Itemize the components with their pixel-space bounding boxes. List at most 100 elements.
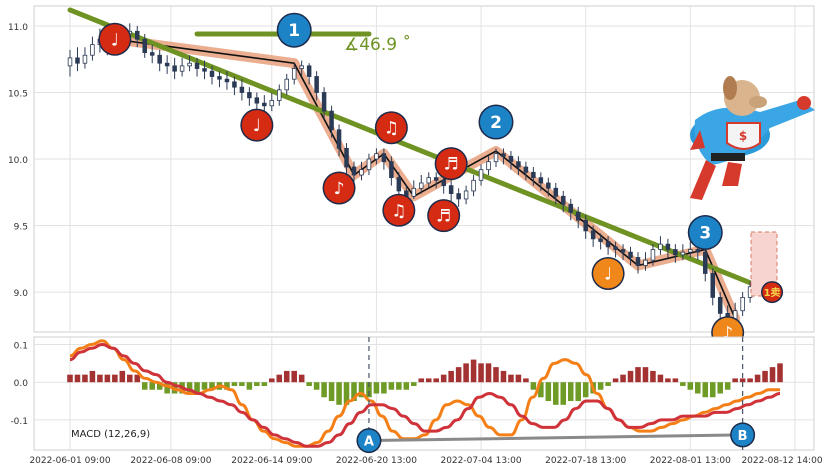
candle-body [628, 251, 633, 258]
macd-histogram-bar [493, 367, 499, 383]
candle-body [149, 52, 155, 56]
candle [291, 63, 297, 85]
candle-body [321, 92, 327, 112]
candle-body [703, 251, 708, 274]
candle-body [194, 62, 200, 69]
candle-body [381, 153, 387, 163]
candle-body [67, 57, 73, 67]
macd-histogram-bar [224, 382, 230, 390]
candle-body [546, 182, 551, 189]
candle [135, 25, 140, 48]
candle-body [613, 246, 618, 250]
macd-tick-label: 0.0 [14, 379, 29, 389]
candle [149, 44, 155, 64]
macd-histogram-bar [597, 382, 604, 390]
dif-line [69, 339, 780, 448]
candle [471, 174, 476, 197]
candle-body [209, 70, 215, 77]
candle-body [561, 195, 566, 205]
x-tick-label: 2022-07-18 13:00 [545, 456, 626, 466]
candle [553, 182, 559, 205]
macd-histogram-bar [620, 374, 626, 383]
macd-panel-frame [33, 336, 815, 451]
candle [516, 156, 521, 175]
candle-body [650, 249, 656, 261]
macd-histogram-bar [485, 363, 492, 383]
candle-body [344, 147, 349, 168]
candle [538, 172, 544, 191]
macd-histogram-bar [582, 382, 589, 398]
candle-body [471, 179, 476, 192]
macd-tick-label: -0.1 [10, 417, 28, 427]
wave-marker: ♫ [374, 111, 408, 145]
wave-marker-label: ♬ [444, 155, 459, 175]
macd-histogram-bar [343, 382, 350, 405]
candle [314, 71, 319, 101]
macd-histogram-bar [665, 378, 671, 383]
macd-histogram-bar [739, 378, 746, 383]
candle-body [187, 62, 192, 67]
candle [501, 148, 506, 165]
macd-histogram-bar [104, 374, 111, 383]
candle [262, 95, 267, 112]
macd-histogram-bar [246, 382, 253, 390]
candle [164, 55, 170, 74]
candle [561, 190, 566, 213]
candle [284, 73, 289, 96]
wave-marker-circle [278, 14, 311, 47]
macd-histogram-bar [209, 382, 215, 390]
candle-body [516, 161, 521, 168]
price-tick-label: 10.0 [8, 156, 28, 166]
x-tick-label: 2022-06-14 09:00 [231, 456, 312, 466]
candle [628, 246, 633, 266]
macd-histogram [67, 359, 783, 405]
candle [389, 156, 394, 186]
macd-histogram-bar [396, 382, 402, 390]
macd-histogram-bar [470, 359, 477, 383]
candle [344, 143, 349, 175]
candle [598, 233, 603, 250]
candle-body [254, 97, 260, 104]
macd-histogram-bar [112, 374, 118, 383]
candle [142, 33, 147, 58]
candle-body [299, 65, 304, 69]
candle [299, 60, 304, 77]
candle-body [202, 68, 207, 72]
macd-histogram-bar [635, 367, 641, 383]
price-tick-label: 11.0 [8, 23, 28, 33]
macd-histogram-bar [425, 378, 432, 383]
x-tick-label: 2022-07-04 13:00 [440, 456, 521, 466]
candle [194, 57, 200, 77]
macd-histogram-bar [358, 382, 365, 398]
macd-title: MACD (12,26,9) [71, 429, 150, 440]
wave-marker: ♩ [98, 22, 132, 56]
macd-histogram-bar [567, 382, 574, 402]
superhero-dog-mascot: $ [690, 76, 815, 200]
candle-body [351, 166, 357, 176]
candle [277, 84, 282, 106]
candle-body [314, 76, 319, 93]
wave-marker-label: ♩ [604, 264, 612, 284]
macd-histogram-bar [709, 382, 716, 398]
macd-histogram-bar [119, 370, 126, 383]
candle-body [710, 273, 715, 298]
candle [232, 76, 237, 96]
candle [620, 244, 626, 261]
macd-histogram-bar [97, 374, 103, 383]
wave-marker-label: ♩ [253, 116, 261, 136]
candle-body [179, 65, 185, 72]
candle [90, 36, 95, 61]
candle-body [239, 86, 245, 93]
macd-histogram-bar [149, 382, 155, 390]
candle-body [635, 257, 641, 266]
candle [374, 148, 379, 165]
candle-body [695, 249, 701, 253]
candle [433, 172, 439, 189]
candle-body [583, 219, 588, 232]
candle-body [478, 169, 484, 181]
wave-marker-circle [99, 24, 130, 55]
candle-body [217, 76, 222, 80]
wave-marker: ♩ [591, 256, 625, 290]
